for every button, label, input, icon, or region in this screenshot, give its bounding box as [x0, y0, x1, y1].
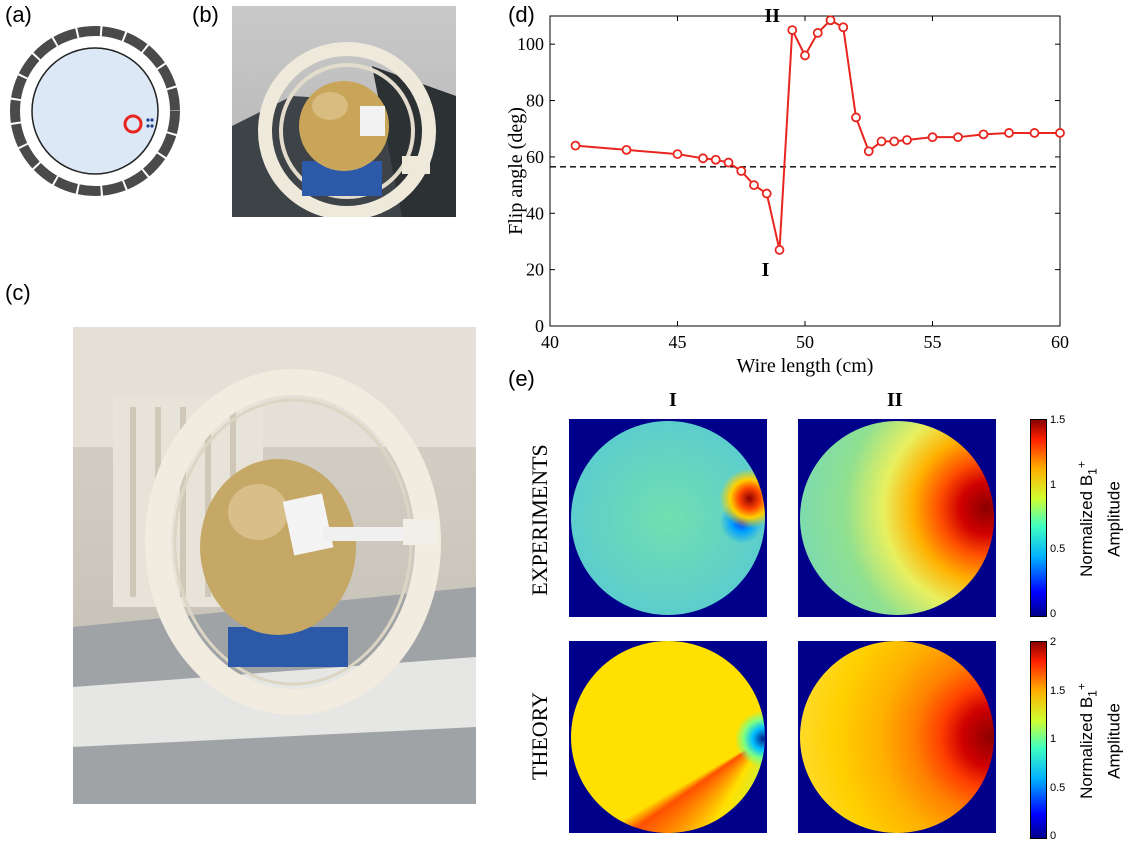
- chart-annotations: III: [762, 5, 781, 281]
- data-point: [749, 180, 759, 190]
- data-point: [787, 25, 798, 35]
- data-point: [902, 135, 912, 145]
- panel-label-e: (e): [508, 366, 535, 391]
- colorbar-experiments: [1030, 419, 1047, 617]
- col-label-i: I: [669, 389, 677, 411]
- birdcage-ring: [10, 26, 180, 196]
- panel-label-a: (a): [5, 2, 32, 27]
- colorbar-tick-label: 1.5: [1050, 414, 1066, 426]
- heatmap-theory-ii: [798, 641, 996, 833]
- data-point: [876, 136, 887, 147]
- series-points: [570, 15, 1065, 255]
- data-point: [812, 28, 823, 38]
- y-tick-label: 100: [517, 34, 544, 54]
- y-tick-label: 60: [526, 147, 544, 167]
- data-point: [1055, 128, 1065, 138]
- colorbar-experiments-ticks: 0 0.5 1 1.5: [1050, 414, 1080, 620]
- data-point: [723, 157, 734, 168]
- loop-coil-marker: [123, 114, 143, 134]
- data-point: [825, 15, 836, 26]
- colorbar-experiments-label: Normalized B1+ Amplitude: [1074, 461, 1124, 577]
- data-point: [736, 166, 747, 176]
- x-axis-label: Wire length (cm): [737, 355, 874, 377]
- colorbar-tick-label: 0: [1050, 608, 1057, 620]
- x-tick-label: 55: [924, 332, 942, 352]
- colorbar-tick-label: 1.5: [1050, 684, 1066, 697]
- y-axis-label: Flip angle (deg): [505, 107, 527, 235]
- panel-label-c: (c): [5, 280, 31, 305]
- data-point: [889, 136, 900, 147]
- data-point: [978, 129, 989, 140]
- photo-c: [73, 327, 476, 804]
- phantom-circle: [31, 47, 159, 175]
- data-point: [761, 188, 772, 199]
- y-tick-label: 20: [526, 260, 544, 280]
- annotation-label: I: [762, 259, 770, 281]
- data-point: [1004, 128, 1014, 138]
- data-point: [927, 132, 938, 143]
- data-point: [851, 112, 861, 123]
- colorbar-tick-label: 0.5: [1050, 781, 1066, 794]
- colorbar-theory: [1030, 641, 1047, 839]
- coil-schematic: [10, 26, 180, 196]
- colorbar-theory-ticks: 0 0.5 1 1.5 2: [1050, 636, 1080, 842]
- x-tick-label: 50: [796, 332, 814, 352]
- colorbar-theory-label: Normalized B1+ Amplitude: [1074, 683, 1124, 799]
- y-tick-label: 0: [535, 316, 544, 336]
- y-tick-label: 40: [526, 203, 544, 223]
- x-axis-ticks: 40 45 50 55 60: [541, 16, 1069, 352]
- x-tick-label: 45: [669, 332, 687, 352]
- heatmap-experiment-i: [569, 419, 767, 617]
- colorbar-tick-label: 0.5: [1050, 543, 1066, 556]
- data-point: [863, 146, 874, 157]
- heatmap-theory-i: [569, 641, 767, 833]
- data-point: [698, 153, 708, 164]
- colorbar-tick-label: 0: [1050, 830, 1057, 842]
- data-point: [953, 132, 963, 143]
- col-label-ii: II: [887, 389, 903, 411]
- colorbar-tick-label: 1: [1050, 733, 1057, 745]
- photo-b: [232, 6, 456, 217]
- x-tick-label: 60: [1051, 332, 1069, 352]
- data-point: [570, 140, 581, 151]
- panel-label-b: (b): [192, 2, 219, 27]
- x-tick-label: 40: [541, 332, 559, 352]
- heatmap-experiment-ii: [798, 419, 996, 617]
- colorbar-tick-label: 1: [1050, 478, 1057, 491]
- colorbar-tick-label: 2: [1050, 636, 1057, 648]
- plot-frame: [549, 15, 1061, 327]
- data-point: [1029, 128, 1040, 138]
- data-point: [621, 144, 632, 155]
- y-axis-ticks: 0 20 40 60 80 100: [517, 34, 1060, 336]
- data-point: [672, 149, 683, 159]
- y-tick-label: 80: [526, 91, 544, 111]
- row-label-experiments: EXPERIMENTS: [527, 444, 552, 596]
- data-point: [710, 154, 721, 165]
- panel-label-d: (d): [508, 2, 535, 27]
- data-point: [800, 50, 810, 61]
- wire-dots: [146, 118, 154, 128]
- row-label-theory: THEORY: [527, 692, 552, 780]
- annotation-label: II: [764, 5, 780, 27]
- data-point: [774, 245, 785, 255]
- data-point: [838, 22, 849, 33]
